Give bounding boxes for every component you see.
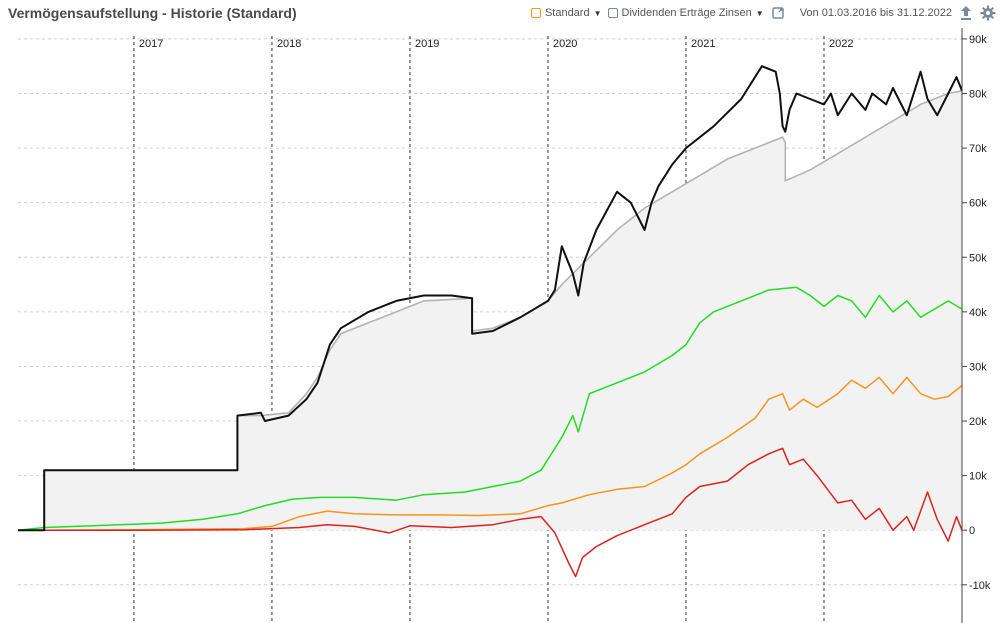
expand-button[interactable]: [770, 5, 786, 21]
year-label: 2019: [415, 38, 439, 50]
y-tick-label: 30k: [969, 361, 987, 373]
series-orange-line: [18, 376, 963, 531]
series-green-line: [17, 286, 963, 531]
standard-selector[interactable]: Standard ▼: [530, 7, 602, 19]
series-layer: [17, 65, 963, 578]
y-tick-label: 60k: [969, 198, 987, 210]
export-button[interactable]: [958, 5, 974, 21]
chevron-down-icon: ▼: [593, 8, 602, 18]
y-tick-label: 0: [969, 525, 975, 537]
y-tick-label: -10k: [969, 580, 991, 592]
series-total-line: [18, 65, 963, 532]
header-controls: Standard ▼ Dividenden Erträge Zinsen ▼ V…: [530, 5, 996, 21]
upload-icon: [961, 6, 971, 20]
year-label: 2018: [277, 38, 301, 50]
gear-icon: [980, 5, 996, 21]
y-tick-label: 70k: [969, 143, 987, 155]
date-range-link[interactable]: Von 01.03.2016 bis 31.12.2022: [799, 7, 952, 19]
y-tick-label: 80k: [969, 89, 987, 101]
y-tick-label: 50k: [969, 252, 987, 264]
gray-box-icon: [607, 8, 618, 18]
year-label: 2020: [553, 38, 577, 50]
chart-header: Vermögensaufstellung - Historie (Standar…: [0, 0, 1000, 28]
y-axis-ticks: -10k 0 10k 20k 30k 40k 50k 60k 70k 80k 90k: [962, 34, 991, 592]
dividends-selector[interactable]: Dividenden Erträge Zinsen ▼: [607, 7, 764, 19]
year-gridlines: [133, 36, 825, 623]
series-red-line: [18, 447, 963, 578]
expand-icon: [771, 7, 784, 19]
chevron-down-icon: ▼: [755, 8, 764, 18]
dividends-selector-label: Dividenden Erträge Zinsen: [621, 7, 752, 19]
chart-title: Vermögensaufstellung - Historie (Standar…: [8, 5, 297, 21]
y-tick-label: 90k: [969, 34, 987, 46]
year-label: 2022: [829, 38, 853, 50]
y-tick-label: 20k: [969, 416, 987, 428]
year-labels: 2017 2018 2019 2020 2021 2022: [139, 38, 854, 50]
orange-box-icon: [530, 8, 541, 18]
series-invested-area: [18, 90, 962, 531]
settings-button[interactable]: [980, 5, 996, 21]
year-label: 2021: [691, 38, 715, 50]
standard-selector-label: Standard: [544, 7, 590, 19]
y-tick-label: 10k: [969, 471, 987, 483]
y-tick-label: 40k: [969, 307, 987, 319]
year-label: 2017: [139, 38, 163, 50]
